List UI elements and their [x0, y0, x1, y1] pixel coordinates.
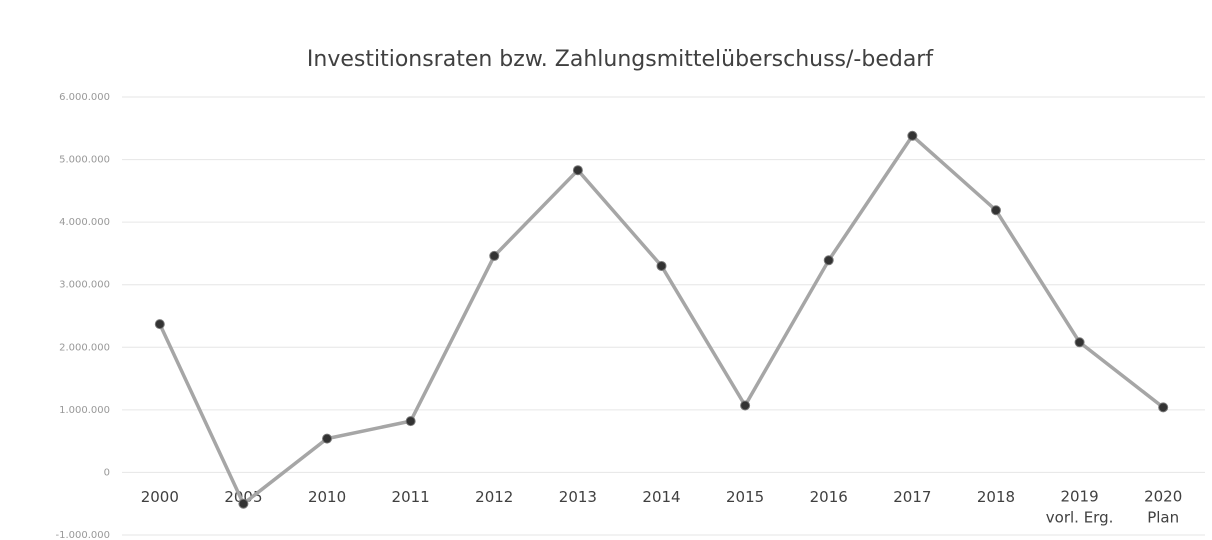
x-tick-label: 2019 vorl. Erg. [1046, 487, 1114, 526]
x-tick-label: 2017 [893, 488, 931, 506]
marker [238, 498, 249, 509]
x-tick-label: 2015 [726, 488, 764, 506]
x-tick-label: 2020 Plan [1144, 487, 1182, 526]
marker [823, 255, 834, 266]
marker [322, 433, 333, 444]
marker [489, 250, 500, 261]
marker [740, 400, 751, 411]
y-tick-label: 3.000.000 [59, 280, 110, 291]
y-tick-label: 0 [104, 467, 110, 478]
chart-title: Investitionsraten bzw. Zahlungsmittelübe… [307, 47, 934, 72]
y-tick-label: 1.000.000 [59, 405, 110, 416]
marker [990, 205, 1001, 216]
x-tick-label: 2000 [141, 488, 179, 506]
marker [154, 319, 165, 330]
x-tick-label: 2013 [559, 488, 597, 506]
x-tick-label: 2018 [977, 488, 1015, 506]
line [158, 134, 1165, 506]
y-tick-label: 5.000.000 [59, 155, 110, 166]
x-tick-label: 2014 [642, 488, 680, 506]
x-tick-label: 2011 [392, 488, 430, 506]
y-tick-label: 4.000.000 [59, 217, 110, 228]
marker [1158, 402, 1169, 413]
x-tick-label: 2016 [810, 488, 848, 506]
marker [1074, 337, 1085, 348]
y-tick-label: 6.000.000 [59, 92, 110, 103]
marker [907, 130, 918, 141]
x-tick-label: 2012 [475, 488, 513, 506]
x-tick-label: 2005 [224, 488, 262, 506]
y-tick-label: -1.000.000 [55, 530, 110, 540]
marker [656, 260, 667, 271]
marker [405, 416, 416, 427]
x-tick-label: 2010 [308, 488, 346, 506]
y-tick-label: 2.000.000 [59, 342, 110, 353]
marker [572, 165, 583, 176]
